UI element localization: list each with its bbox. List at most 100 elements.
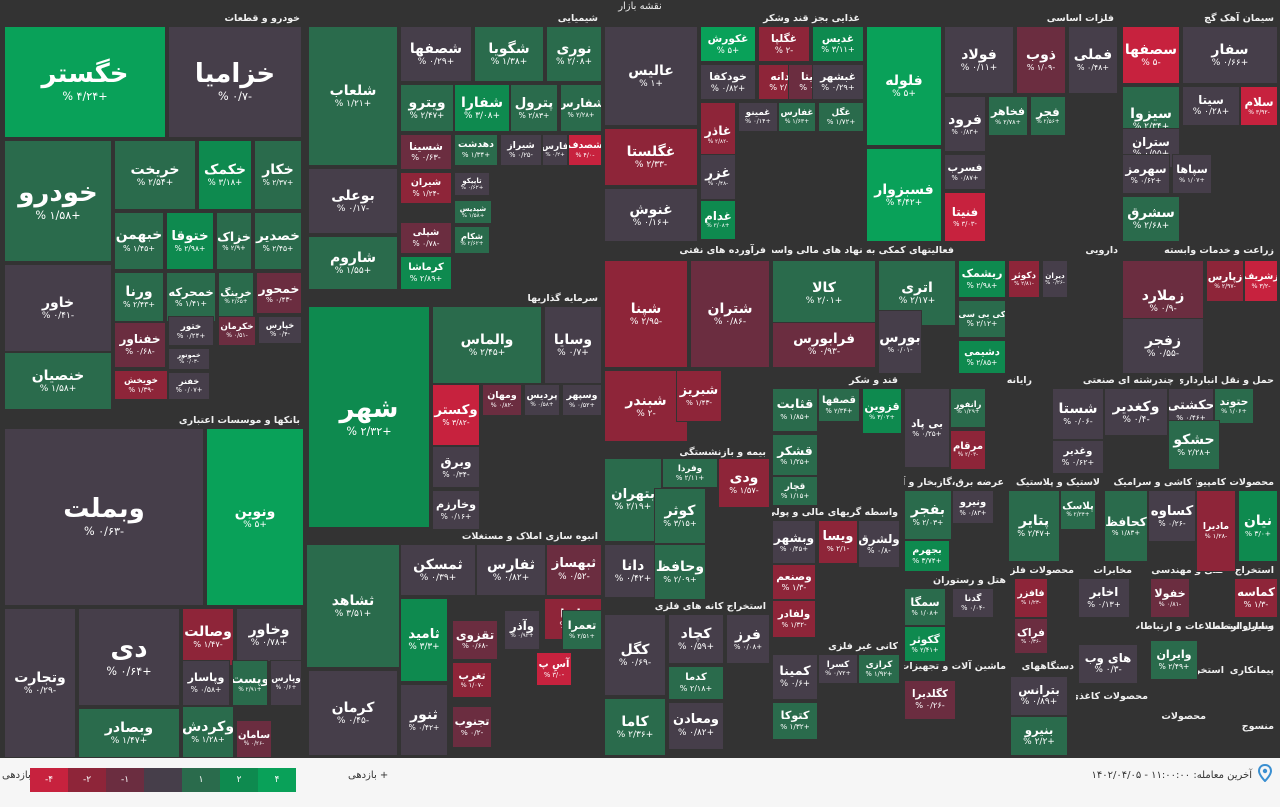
stock-tile[interactable]: کوثر +۳/۱۵ % [654, 488, 706, 544]
stock-tile[interactable]: وتجارت -۰/۲۹ % [4, 608, 76, 758]
stock-tile[interactable]: تغرب -۱/۰۷ % [452, 662, 492, 698]
stock-tile[interactable]: پردیس +۰/۵۸ % [524, 384, 560, 416]
stock-tile[interactable]: پلاسک +۲/۳۴ % [1060, 490, 1096, 530]
stock-tile[interactable]: غدام +۳/۰۸ % [700, 200, 736, 240]
stock-tile[interactable]: غدیس +۳/۱۱ % [812, 26, 864, 62]
stock-tile[interactable]: خکرمان -۰/۵۱ % [218, 316, 256, 346]
stock-tile[interactable]: زشریف -۳/۲ % [1244, 260, 1278, 302]
stock-tile[interactable]: فرود +۰/۸۳ % [944, 96, 986, 152]
stock-tile[interactable]: وکغدیر -۰/۴ % [1104, 388, 1168, 436]
stock-tile[interactable]: ولشرق -۰/۸ % [858, 520, 900, 568]
stock-tile[interactable]: کدما +۲/۱۸ % [668, 666, 724, 700]
stock-tile[interactable]: کالا +۲/۰۱ % [772, 260, 876, 326]
stock-tile[interactable]: شهر +۲/۳۲ % [308, 306, 430, 528]
stock-tile[interactable]: خکمک +۳/۱۸ % [198, 140, 252, 210]
stock-tile[interactable]: اخابر +۰/۱۳ % [1078, 578, 1130, 618]
stock-tile[interactable]: دانا +۰/۴۲ % [604, 544, 662, 598]
stock-tile[interactable]: وایران +۲/۴۹ % [1150, 640, 1198, 680]
stock-tile[interactable]: فولاد +۰/۱۱ % [944, 26, 1014, 94]
stock-tile[interactable]: وپاسار +۰/۵۸ % [182, 660, 230, 706]
stock-tile[interactable]: وبصادر +۱/۴۷ % [78, 708, 180, 758]
stock-tile[interactable]: های وب -۰/۳ % [1078, 644, 1138, 684]
stock-tile[interactable]: فراک -۰/۳۶ % [1014, 618, 1048, 654]
stock-tile[interactable]: غنوش +۰/۱۶ % [604, 188, 698, 242]
stock-tile[interactable]: فارس +۰/۲ % [542, 134, 568, 166]
stock-tile[interactable]: غکورش +۵ % [700, 26, 756, 62]
stock-tile[interactable]: پتایر +۲/۴۷ % [1008, 490, 1060, 562]
stock-tile[interactable]: نیان +۳/۰ % [1238, 490, 1278, 562]
stock-tile[interactable]: غمینو +۰/۱۴ % [738, 102, 778, 132]
stock-tile[interactable]: وغدیر +۰/۶۲ % [1052, 440, 1104, 474]
stock-tile[interactable]: زپارس -۲/۹۷ % [1206, 260, 1244, 302]
stock-tile[interactable]: شصدف -۴/۰ % [568, 134, 602, 166]
stock-tile[interactable]: تقزوی -۰/۶۸ % [452, 620, 498, 660]
stock-tile[interactable]: فملی +۰/۴۸ % [1068, 26, 1118, 94]
stock-tile[interactable]: وآذر +۰/۹۳ % [504, 610, 540, 650]
stock-tile[interactable]: سهرمز +۰/۶۲ % [1122, 154, 1170, 194]
stock-tile[interactable]: کاما +۲/۳۶ % [604, 698, 666, 756]
stock-tile[interactable]: کرماشا +۲/۸۹ % [400, 256, 452, 290]
pin-icon[interactable] [1258, 764, 1272, 782]
stock-tile[interactable]: غزر -۰/۴۸ % [700, 154, 736, 200]
stock-tile[interactable]: کماسه -۱/۳ % [1234, 578, 1278, 618]
stock-tile[interactable]: ومهان -۰/۸۲ % [482, 384, 522, 416]
stock-tile[interactable]: شفارس+۲/۲۸ % [560, 84, 602, 132]
stock-tile[interactable]: بجهرم +۳/۷۴ % [904, 540, 950, 572]
stock-tile[interactable]: کگل -۰/۶۹ % [604, 614, 666, 696]
stock-tile[interactable]: ذوب -۱/۰۹ % [1016, 26, 1066, 94]
stock-tile[interactable]: غفارس +۱/۶۳ % [778, 102, 816, 132]
stock-tile[interactable]: خبهمن +۱/۴۵ % [114, 212, 164, 270]
stock-tile[interactable]: غگلستا -۲/۳۳ % [604, 128, 698, 186]
stock-tile[interactable]: والماس +۲/۴۵ % [432, 306, 542, 384]
stock-tile[interactable]: فسرب +۰/۸۷ % [944, 154, 986, 190]
stock-tile[interactable]: فرابورس -۰/۹۳ % [772, 322, 876, 368]
stock-tile[interactable]: وکردش +۱/۲۸ % [182, 706, 234, 758]
stock-tile[interactable]: کچاد +۰/۵۹ % [668, 614, 724, 664]
stock-tile[interactable]: زفجر -۰/۵۵ % [1122, 318, 1204, 374]
stock-tile[interactable]: دی +۰/۶۴ % [78, 608, 180, 706]
stock-tile[interactable]: بنیرو +۲/۲ % [1010, 716, 1068, 756]
stock-tile[interactable]: شفارا +۳/۰۸ % [454, 84, 510, 132]
stock-tile[interactable]: خمحرکه +۱/۴۱ % [166, 272, 216, 322]
stock-tile[interactable]: گکوثر +۲/۴۱ % [904, 626, 946, 662]
stock-tile[interactable]: خرینگ +۲/۶۵ % [218, 272, 254, 322]
stock-tile[interactable]: وکستر -۳/۸۲ % [432, 384, 480, 446]
stock-tile[interactable]: دهدشت +۱/۳۴ % [454, 134, 498, 166]
stock-tile[interactable]: خزاک +۲/۹ % [216, 212, 252, 270]
stock-tile[interactable]: وسایا +۰/۷ % [544, 306, 602, 384]
stock-tile[interactable]: فخاهر +۲/۷۸ % [988, 96, 1028, 136]
stock-tile[interactable]: تعمرا +۲/۵۱ % [562, 610, 602, 650]
stock-tile[interactable]: تاپیکو +۰/۶۲ % [454, 172, 490, 196]
stock-tile[interactable]: بتهران +۲/۱۹ % [604, 458, 662, 542]
stock-tile[interactable]: شکام +۲/۶۲ % [454, 226, 490, 254]
stock-tile[interactable]: گدنا -۰/۰۴ % [952, 588, 994, 618]
stock-tile[interactable]: غبشهر +۰/۲۹ % [812, 64, 864, 100]
stock-tile[interactable]: کی بی سی +۲/۱۲ % [958, 300, 1006, 338]
stock-tile[interactable]: ثفارس +۰/۸۲ % [476, 544, 546, 596]
stock-tile[interactable]: کگلدیرا -۰/۲۶ % [904, 680, 956, 720]
stock-tile[interactable]: دشیمی +۲/۸۵ % [958, 340, 1006, 374]
stock-tile[interactable]: شپنا -۲/۹۵ % [604, 260, 688, 368]
stock-tile[interactable]: وسپهر +۰/۵۲ % [562, 384, 602, 416]
stock-tile[interactable]: ونوین +۵ % [206, 428, 304, 606]
stock-tile[interactable]: خزامیا -۰/۷ % [168, 26, 302, 138]
stock-tile[interactable]: کتوکا +۱/۳۲ % [772, 702, 818, 740]
stock-tile[interactable]: خویخش -۱/۳۹ % [114, 370, 168, 400]
stock-tile[interactable]: خفنر +۰/۰۷ % [168, 372, 210, 400]
stock-tile[interactable]: ویترو +۲/۴۷ % [400, 84, 454, 132]
stock-tile[interactable]: کساوه -۰/۲۶ % [1148, 490, 1196, 542]
stock-tile[interactable]: مرقام -۲/۰۳ % [950, 430, 986, 470]
stock-tile[interactable]: فسبزوار +۴/۴۲ % [866, 148, 942, 242]
stock-tile[interactable]: بترانس +۰/۸۹ % [1010, 676, 1068, 716]
stock-tile[interactable]: ثامید +۳/۳ % [400, 598, 448, 682]
stock-tile[interactable]: وفردا +۲/۱۱ % [662, 458, 718, 488]
stock-tile[interactable]: خودرو +۱/۵۸ % [4, 140, 112, 262]
stock-tile[interactable]: حشکو +۲/۲۸ % [1168, 420, 1220, 470]
stock-tile[interactable]: کحافظ +۱/۸۳ % [1104, 490, 1148, 562]
stock-tile[interactable]: غگل +۱/۷۲ % [818, 102, 864, 132]
stock-tile[interactable]: بورس -۰/۰۱ % [878, 310, 922, 374]
stock-tile[interactable]: رانفور +۱/۲۹ % [950, 388, 986, 428]
stock-tile[interactable]: شیران -۱/۲۴ % [400, 172, 452, 204]
stock-tile[interactable]: بی پاد +۰/۲۵ % [904, 388, 950, 468]
stock-tile[interactable]: قچار +۱/۱۵ % [772, 476, 818, 506]
